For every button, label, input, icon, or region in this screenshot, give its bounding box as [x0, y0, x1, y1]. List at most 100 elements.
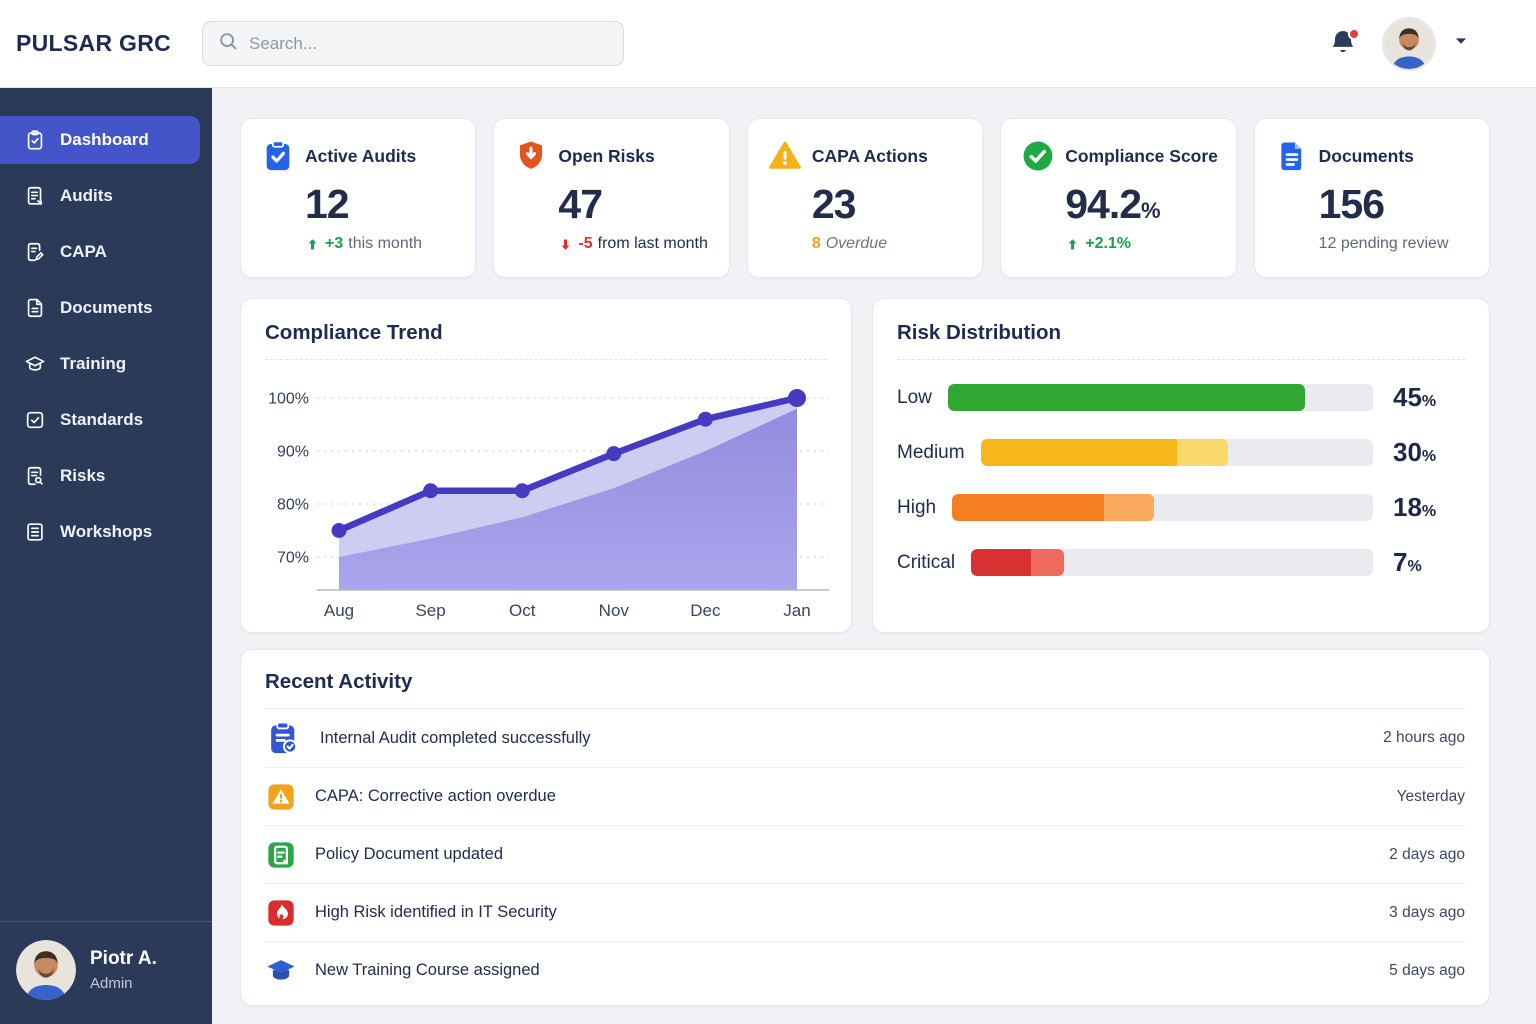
kpi-trend-text: +2.1% [1085, 235, 1132, 252]
kpi-card-compliance-score: Compliance Score 94.2% +2.1% [1000, 118, 1237, 278]
svg-text:80%: 80% [277, 497, 309, 514]
notification-unread-dot [1348, 27, 1360, 40]
kpi-card-active-audits: Active Audits 12 +3 this month [240, 118, 477, 278]
file-lines-icon [24, 297, 46, 319]
risk-distribution-title: Risk Distribution [897, 321, 1062, 344]
sidebar-item-label: Training [60, 354, 127, 373]
kpi-value: 23 [811, 181, 857, 227]
list-box-icon [24, 521, 46, 543]
sidebar-item-audits[interactable]: Audits [0, 172, 200, 220]
sidebar-item-label: CAPA [60, 242, 107, 261]
clipboard-badge-icon [265, 720, 302, 757]
risk-label: Low [897, 386, 932, 408]
activity-time: 3 days ago [1389, 903, 1465, 921]
kpi-card-open-risks: Open Risks 47 -5 from last month [493, 118, 730, 278]
kpi-trend-text: Overdue [825, 235, 888, 252]
notification-bell[interactable] [1328, 27, 1360, 61]
activity-time: 5 days ago [1389, 961, 1465, 979]
clipboard-check-icon [24, 129, 46, 151]
kpi-trend-text: 8 [811, 235, 821, 252]
search-icon [217, 30, 239, 57]
compliance-trend-title: Compliance Trend [265, 321, 443, 344]
sidebar-item-label: Risks [60, 466, 106, 485]
svg-text:100%: 100% [268, 391, 309, 408]
svg-text:70%: 70% [277, 550, 309, 567]
sidebar-item-training[interactable]: Training [0, 340, 200, 388]
risk-value: 45% [1393, 382, 1437, 412]
kpi-value: 94.2% [1065, 181, 1161, 227]
risk-bar-fill [952, 494, 1155, 521]
search-box[interactable] [202, 21, 624, 66]
sidebar-item-workshops[interactable]: Workshops [0, 508, 200, 556]
activity-text: New Training Course assigned [315, 961, 540, 979]
activity-text: High Risk identified in IT Security [315, 903, 557, 921]
kpi-value: 47 [558, 181, 603, 227]
sidebar-item-documents[interactable]: Documents [0, 284, 200, 332]
svg-text:90%: 90% [277, 444, 309, 461]
kpi-row: Active Audits 12 +3 this month Open Risks… [240, 118, 1491, 278]
recent-activity-title: Recent Activity [265, 670, 413, 693]
risk-bar-fill [971, 549, 1064, 576]
main-content: Active Audits 12 +3 this month Open Risks… [212, 88, 1536, 1024]
square-check-icon [24, 409, 46, 431]
kpi-trend: +2.1% [1065, 235, 1219, 253]
kpi-trend: 8 Overdue [812, 235, 966, 253]
risk-bar-track [952, 494, 1373, 521]
activity-text: Internal Audit completed successfully [320, 728, 591, 747]
risk-value: 30% [1393, 437, 1437, 467]
kpi-value: 156 [1318, 181, 1385, 227]
kpi-trend-text: from last month [597, 235, 708, 252]
trend-arrow-down-icon [558, 237, 573, 252]
risk-label: Medium [897, 441, 965, 463]
sidebar-item-risks[interactable]: Risks [0, 452, 200, 500]
kpi-trend: +3 this month [305, 235, 459, 253]
sidebar-item-label: Workshops [60, 522, 153, 541]
sidebar-item-standards[interactable]: Standards [0, 396, 200, 444]
activity-row: Internal Audit completed successfully 2 … [265, 709, 1465, 767]
clipboard-check-solid-icon [261, 139, 295, 173]
activity-row: High Risk identified in IT Security 3 da… [265, 883, 1465, 941]
activity-row: New Training Course assigned 5 days ago [265, 941, 1465, 999]
user-avatar[interactable] [1382, 16, 1436, 71]
sidebar-item-label: Dashboard [60, 130, 149, 149]
kpi-card-capa-actions: CAPA Actions 23 8 Overdue [746, 118, 984, 278]
grad-cap-icon [24, 353, 46, 375]
triangle-alert-icon [768, 139, 802, 173]
square-alert-icon [265, 781, 297, 813]
chevron-down-icon[interactable] [1450, 30, 1472, 57]
risk-row-medium: Medium 30% [897, 437, 1465, 467]
kpi-title: Documents [1318, 145, 1414, 166]
sidebar-nav: Dashboard Audits CAPA Documents Training… [0, 88, 212, 564]
file-audit-icon [24, 185, 46, 207]
kpi-title: CAPA Actions [811, 145, 928, 166]
risk-bar-track [980, 439, 1373, 466]
risk-distribution-card: Risk Distribution Low 45% Medium 30% Hig… [872, 298, 1490, 633]
file-pen-icon [24, 241, 46, 263]
kpi-value: 12 [305, 181, 350, 227]
svg-text:Sep: Sep [415, 601, 445, 620]
sidebar-item-label: Documents [60, 298, 153, 317]
svg-text:Oct: Oct [509, 601, 536, 620]
activity-row: CAPA: Corrective action overdue Yesterda… [265, 767, 1465, 825]
trend-arrow-up-icon [1065, 237, 1080, 252]
profile-avatar [16, 940, 76, 1000]
kpi-trend: 12 pending review [1319, 235, 1473, 253]
divider [265, 359, 827, 360]
risk-bar-fill [980, 439, 1228, 466]
search-input[interactable] [249, 33, 609, 54]
sidebar-profile[interactable]: Piotr A. Admin [0, 921, 212, 1024]
sidebar-item-capa[interactable]: CAPA [0, 228, 200, 276]
risk-value: 18% [1393, 492, 1437, 522]
profile-name: Piotr A. [90, 948, 157, 969]
square-flame-icon [265, 897, 297, 929]
charts-row: Compliance Trend 70% 80% 90% 100% Aug Sep Oct N… [240, 298, 1490, 633]
svg-text:Jan: Jan [783, 601, 810, 620]
risk-row-critical: Critical 7% [897, 547, 1465, 577]
shield-alert-icon [514, 139, 548, 173]
check-circle-icon [1021, 139, 1055, 173]
svg-text:Nov: Nov [599, 601, 630, 620]
risk-value: 7% [1393, 547, 1422, 577]
risk-label: Critical [897, 551, 956, 573]
sidebar-item-dashboard[interactable]: Dashboard [0, 116, 200, 164]
